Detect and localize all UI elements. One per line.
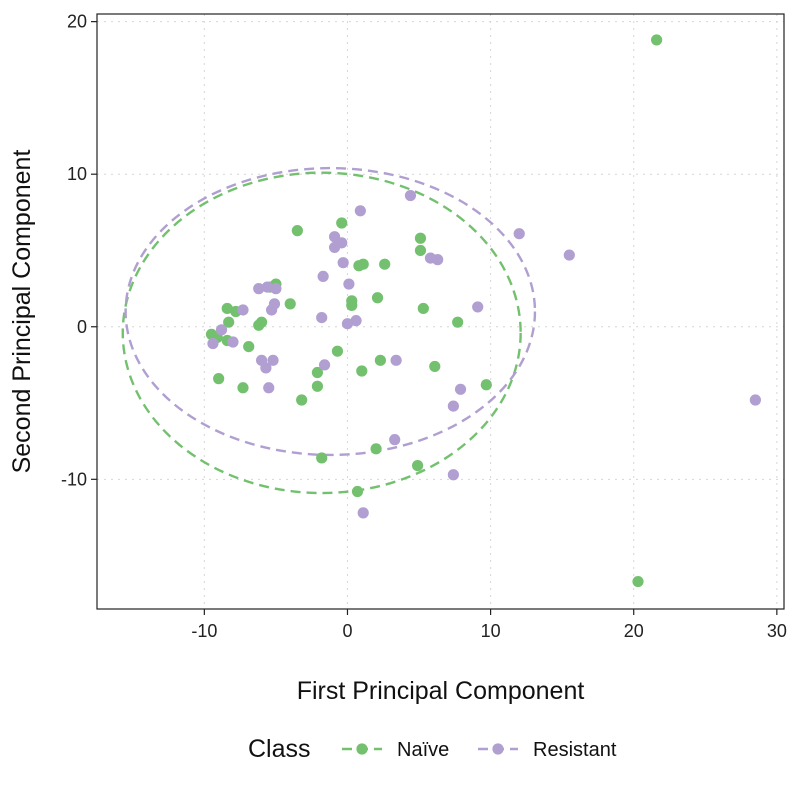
x-tick-label: -10 [191, 621, 217, 641]
x-axis-title: First Principal Component [297, 677, 585, 705]
x-tick-label: 0 [342, 621, 352, 641]
point-nave [480, 379, 492, 391]
axis-ticks: -10 0 10 20 30 -10 0 10 20 [61, 12, 787, 641]
point-resistant [337, 257, 349, 269]
point-resistant [454, 383, 467, 395]
point-nave [296, 394, 308, 406]
point-nave [243, 340, 255, 353]
confidence-ellipses [121, 166, 537, 495]
ellipse-resistant [124, 166, 537, 457]
legend-key-point [492, 743, 504, 755]
point-resistant [513, 228, 525, 240]
point-resistant [354, 205, 366, 217]
grid-lines [97, 14, 784, 609]
legend-label: Resistant [533, 739, 617, 761]
point-nave [370, 443, 382, 455]
point-resistant [270, 283, 282, 295]
point-resistant [404, 189, 417, 202]
legend-items: Naïve Resistant [342, 739, 617, 761]
point-resistant [253, 283, 265, 295]
point-nave [311, 366, 324, 379]
point-nave [284, 298, 296, 310]
point-nave [374, 354, 386, 366]
point-resistant [343, 278, 355, 290]
plot-frame [96, 13, 785, 610]
point-resistant [266, 304, 278, 316]
point-resistant [563, 249, 575, 261]
point-resistant [328, 241, 341, 254]
point-resistant [447, 469, 459, 481]
point-nave [291, 225, 303, 237]
point-nave [253, 319, 265, 331]
legend-item-resistant: Resistant [478, 739, 617, 761]
data-points [205, 34, 761, 588]
y-tick-label: 10 [67, 164, 87, 184]
point-nave [379, 258, 391, 270]
point-nave [351, 485, 364, 498]
legend-title: Class [248, 735, 311, 763]
legend: Class Naïve Resistant [248, 735, 617, 763]
x-tick-label: 10 [481, 621, 501, 641]
point-resistant [263, 382, 275, 394]
legend-label: Naïve [397, 739, 449, 761]
x-tick-label: 30 [767, 621, 787, 641]
point-resistant [318, 359, 331, 371]
point-resistant [260, 362, 272, 374]
ellipse-nave [121, 171, 522, 495]
point-nave [237, 382, 249, 394]
point-resistant [267, 354, 279, 366]
legend-item-nave: Naïve [342, 739, 449, 761]
point-nave [331, 345, 344, 357]
point-nave [336, 217, 348, 229]
point-nave [311, 380, 324, 392]
legend-key-point [356, 743, 368, 755]
point-resistant [432, 254, 444, 266]
point-resistant [317, 270, 329, 283]
point-nave [651, 34, 663, 46]
point-nave [316, 452, 328, 464]
x-tick-label: 20 [624, 621, 644, 641]
point-resistant [341, 318, 354, 330]
point-nave [356, 365, 368, 377]
point-nave [213, 373, 225, 385]
y-axis-title: Second Principal Component [8, 150, 36, 474]
point-resistant [389, 434, 401, 446]
point-nave [452, 316, 464, 328]
point-nave [223, 316, 235, 328]
point-resistant [316, 312, 328, 324]
point-nave [414, 244, 427, 257]
point-nave [221, 302, 233, 315]
y-tick-label: 0 [77, 317, 87, 337]
point-nave [357, 258, 369, 270]
point-resistant [215, 324, 228, 336]
point-nave [417, 302, 429, 315]
point-nave [429, 360, 441, 373]
y-tick-label: 20 [67, 12, 87, 32]
y-tick-label: -10 [61, 469, 87, 489]
point-nave [632, 575, 644, 588]
point-resistant [261, 281, 273, 293]
point-resistant [472, 301, 484, 313]
point-resistant [447, 400, 459, 412]
point-nave [414, 232, 427, 244]
point-resistant [350, 315, 362, 327]
point-nave [346, 299, 358, 311]
point-nave [371, 292, 384, 304]
point-resistant [207, 337, 219, 350]
point-resistant [237, 304, 249, 316]
point-resistant [749, 394, 761, 406]
point-resistant [357, 507, 369, 519]
point-resistant [227, 336, 239, 348]
point-resistant [390, 354, 402, 366]
point-nave [412, 459, 424, 472]
